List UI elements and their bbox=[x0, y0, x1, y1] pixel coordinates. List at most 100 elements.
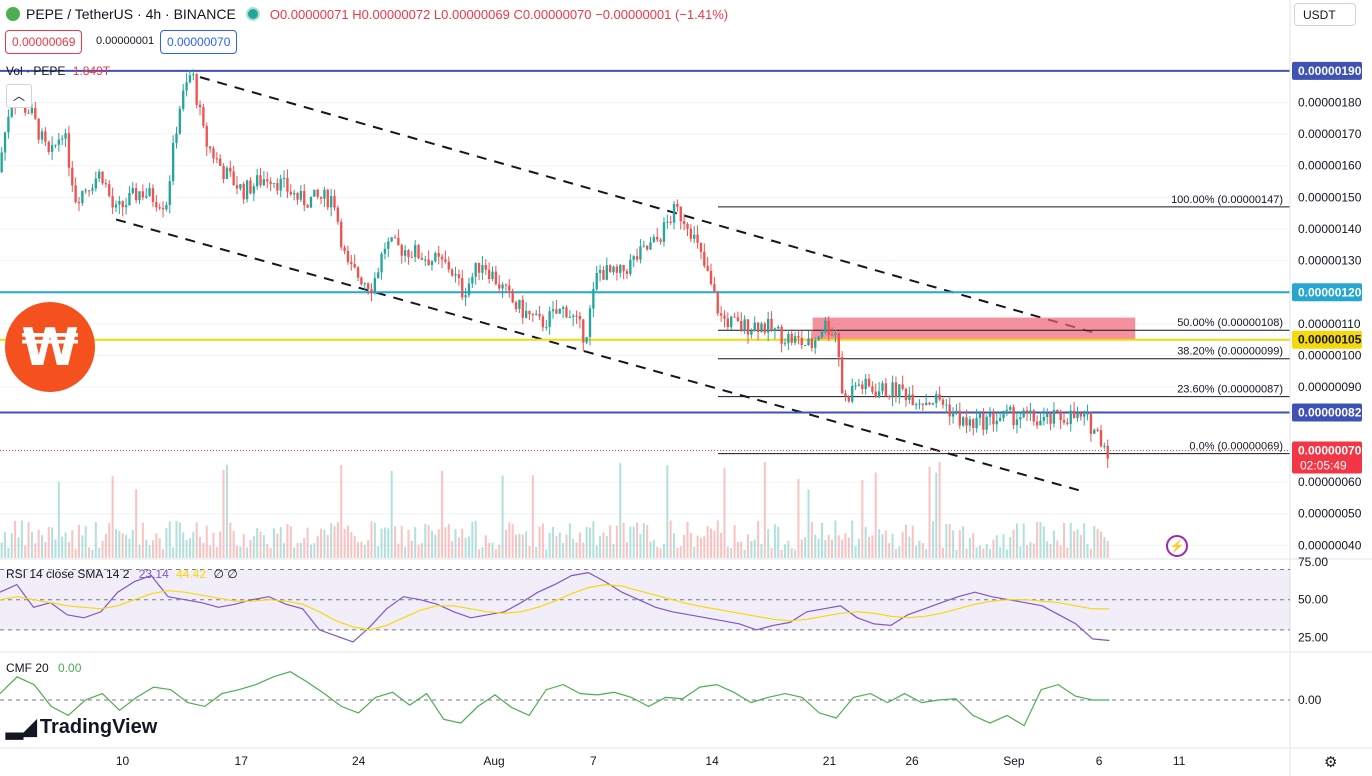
cmf-line bbox=[0, 671, 1110, 727]
candle-body bbox=[770, 318, 773, 331]
volume-bar bbox=[753, 539, 756, 558]
candle-body bbox=[975, 418, 978, 428]
candle-body bbox=[548, 311, 551, 327]
candle-body bbox=[524, 310, 528, 318]
volume-bar bbox=[888, 543, 891, 558]
volume-bar bbox=[1073, 531, 1076, 558]
candle-body bbox=[901, 384, 904, 389]
volume-bar bbox=[730, 548, 733, 558]
volume-bar bbox=[989, 549, 992, 558]
tradingview-logo[interactable]: ▂◢ TradingView bbox=[6, 714, 157, 740]
candle-body bbox=[346, 251, 350, 262]
volume-bar bbox=[195, 522, 198, 558]
candle-body bbox=[766, 318, 770, 333]
candle-body bbox=[807, 338, 810, 345]
volume-bar bbox=[652, 539, 655, 558]
volume-bar bbox=[336, 522, 339, 558]
volume-bar bbox=[1019, 546, 1022, 558]
candle-body bbox=[0, 152, 3, 173]
candle-body bbox=[44, 131, 47, 142]
candle-body bbox=[575, 315, 578, 317]
volume-bar bbox=[168, 521, 171, 558]
candle-body bbox=[968, 419, 972, 426]
candle-body bbox=[454, 274, 457, 276]
level-tags: 0.00000190 0.00000120 0.00000105 0.00000082… bbox=[1292, 61, 1362, 474]
candle-body bbox=[750, 330, 753, 335]
candle-body bbox=[289, 191, 292, 195]
volume-bar bbox=[740, 541, 743, 558]
candle-body bbox=[783, 343, 787, 345]
volume-bar bbox=[629, 526, 632, 558]
volume-bar bbox=[417, 544, 420, 558]
candle-body bbox=[679, 206, 682, 222]
candle-body bbox=[972, 419, 975, 428]
candle-body bbox=[1049, 413, 1052, 424]
rsi-sma-line bbox=[0, 583, 1110, 631]
candle-body bbox=[844, 393, 847, 397]
volume-bar bbox=[602, 532, 605, 558]
volume-bar bbox=[578, 532, 581, 558]
candle-body bbox=[94, 178, 97, 189]
collapse-legend-button[interactable]: ︿ bbox=[6, 84, 32, 108]
candle-body bbox=[27, 112, 30, 114]
volume-bar bbox=[1009, 537, 1012, 558]
volume-bar bbox=[820, 522, 823, 558]
volume-bar bbox=[1106, 540, 1109, 558]
candle-body bbox=[652, 237, 656, 243]
volume-bar bbox=[1049, 544, 1052, 558]
candle-body bbox=[693, 234, 696, 239]
volume-bar bbox=[854, 546, 857, 558]
volume-bar bbox=[454, 529, 457, 558]
candle-body bbox=[198, 104, 202, 108]
volume-bar bbox=[881, 534, 884, 558]
candle-body bbox=[504, 284, 508, 286]
candle-body bbox=[588, 308, 592, 338]
volume-bar bbox=[242, 534, 245, 558]
candle-body bbox=[935, 394, 938, 404]
buy-price-button[interactable]: 0.00000070 bbox=[160, 30, 238, 54]
volume-bar bbox=[1086, 544, 1089, 558]
volume-bar bbox=[706, 525, 709, 558]
volume-bar bbox=[239, 546, 242, 558]
candle-body bbox=[1062, 420, 1066, 423]
volume-bar bbox=[501, 475, 504, 558]
candle-body bbox=[666, 221, 669, 223]
candle-body bbox=[1025, 410, 1029, 414]
candle-body bbox=[457, 274, 461, 278]
candle-body bbox=[709, 270, 713, 285]
sell-price-button[interactable]: 0.00000069 bbox=[5, 30, 83, 54]
candle-body bbox=[414, 245, 417, 258]
candle-body bbox=[1035, 421, 1039, 426]
candle-body bbox=[733, 316, 736, 318]
price-tick-label: 0.00000140 bbox=[1298, 222, 1362, 236]
symbol-title[interactable]: PEPE / TetherUS · 4h · BINANCE bbox=[26, 6, 236, 22]
volume-bar bbox=[985, 543, 988, 558]
volume-bar bbox=[878, 529, 881, 558]
volume-bar bbox=[1005, 549, 1008, 558]
symbol-header: PEPE / TetherUS · 4h · BINANCE O0.000000… bbox=[6, 6, 728, 22]
currency-select[interactable]: USDT bbox=[1294, 3, 1356, 26]
volume-bar bbox=[592, 521, 595, 558]
candle-body bbox=[649, 242, 652, 250]
volume-bar bbox=[1093, 525, 1096, 558]
volume-bar bbox=[1002, 534, 1005, 558]
volume-bar bbox=[1039, 522, 1042, 558]
volume-bar bbox=[494, 549, 497, 558]
time-tick-label: 7 bbox=[590, 754, 597, 768]
candle-body bbox=[138, 191, 141, 201]
volume-bar bbox=[383, 527, 386, 558]
chevron-up-icon: ︿ bbox=[12, 89, 25, 103]
volume-label: Vol · PEPE bbox=[6, 64, 66, 78]
candle-body bbox=[645, 245, 649, 250]
time-tick-label: 24 bbox=[352, 754, 366, 768]
volume-bar bbox=[901, 531, 904, 558]
candle-body bbox=[965, 417, 968, 426]
candle-body bbox=[424, 259, 427, 261]
volume-bar bbox=[582, 542, 585, 558]
settings-gear-icon[interactable]: ⚙ bbox=[1324, 754, 1338, 771]
volume-bar bbox=[767, 529, 770, 558]
alert-bolt-icon[interactable]: ⚡ bbox=[1166, 535, 1188, 557]
candle-body bbox=[434, 253, 437, 262]
candle-body bbox=[605, 265, 608, 280]
